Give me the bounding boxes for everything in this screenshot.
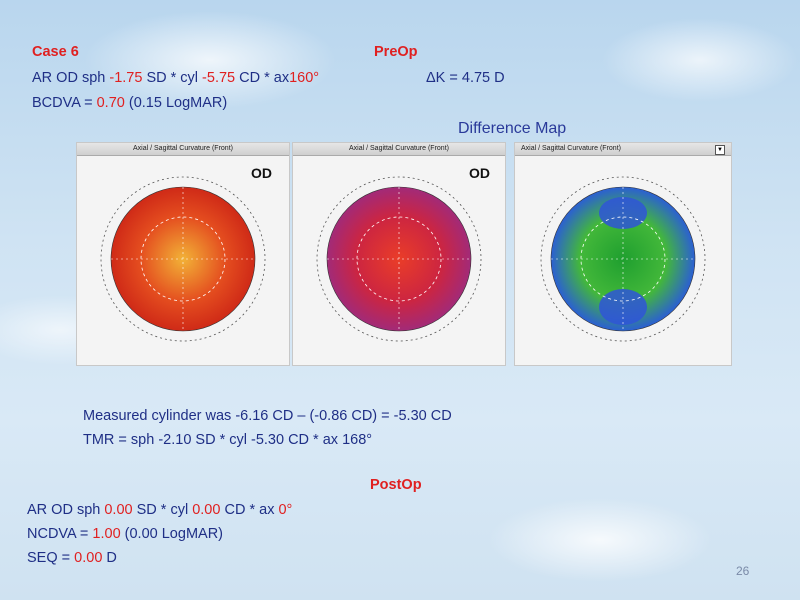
eye-label: OD <box>469 165 490 181</box>
bcdva-suffix: (0.15 LogMAR) <box>124 95 228 111</box>
seq-suffix: D <box>102 550 117 566</box>
preop-cyl: -5.75 <box>202 70 236 86</box>
seq: SEQ = 0.00 D <box>27 550 117 566</box>
measured-cylinder: Measured cylinder was -6.16 CD – (-0.86 … <box>83 408 452 424</box>
preop-sph: -1.75 <box>109 70 143 86</box>
preop-axis: 160° <box>289 70 320 86</box>
postop-sd-text: SD * cyl <box>132 502 193 518</box>
outer-ring <box>100 176 266 342</box>
topography-map-difference: Axial / Sagittal Curvature (Front) ▼ <box>514 142 732 366</box>
bcdva-prefix: BCDVA = <box>32 95 97 111</box>
dropdown-arrow-icon[interactable]: ▼ <box>715 145 725 155</box>
postop-refraction: AR OD sph 0.00 SD * cyl 0.00 CD * ax 0° <box>27 502 292 518</box>
ncdva: NCDVA = 1.00 (0.00 LogMAR) <box>27 526 223 542</box>
postop-refraction-prefix: AR OD sph <box>27 502 105 518</box>
seq-value: 0.00 <box>74 550 103 566</box>
outer-ring <box>316 176 482 342</box>
corneal-map-2 <box>316 176 482 342</box>
ncdva-prefix: NCDVA = <box>27 526 93 542</box>
corneal-map-1 <box>100 176 266 342</box>
delta-k: ΔK = 4.75 D <box>426 70 505 86</box>
seq-prefix: SEQ = <box>27 550 75 566</box>
case-label: Case 6 <box>32 44 79 60</box>
inner-ring <box>580 216 666 302</box>
preop-refraction-prefix: AR OD sph <box>32 70 110 86</box>
postop-cyl: 0.00 <box>192 502 221 518</box>
map-header: Axial / Sagittal Curvature (Front) <box>293 143 505 156</box>
corneal-map-3 <box>540 176 706 342</box>
outer-ring <box>540 176 706 342</box>
postop-sph: 0.00 <box>104 502 133 518</box>
ncdva-value: 1.00 <box>92 526 121 542</box>
page-number: 26 <box>736 564 750 578</box>
preop-cd-text: CD * ax <box>235 70 290 86</box>
inner-ring <box>140 216 226 302</box>
postop-title: PostOp <box>370 477 422 493</box>
difference-map-label: Difference Map <box>458 120 567 137</box>
topography-map-postop: Axial / Sagittal Curvature (Front) OD <box>292 142 506 366</box>
ncdva-suffix: (0.00 LogMAR) <box>120 526 223 542</box>
tmr-line: TMR = sph -2.10 SD * cyl -5.30 CD * ax 1… <box>83 432 373 448</box>
preop-title: PreOp <box>374 44 418 60</box>
postop-cd-text: CD * ax <box>220 502 279 518</box>
bcdva-value: 0.70 <box>96 95 125 111</box>
inner-ring <box>356 216 442 302</box>
eye-label: OD <box>251 165 272 181</box>
postop-axis: 0° <box>278 502 293 518</box>
topography-map-preop: Axial / Sagittal Curvature (Front) OD <box>76 142 290 366</box>
preop-sd-text: SD * cyl <box>142 70 203 86</box>
map-header: Axial / Sagittal Curvature (Front) <box>515 143 731 156</box>
map-header: Axial / Sagittal Curvature (Front) <box>77 143 289 156</box>
preop-refraction: AR OD sph -1.75 SD * cyl -5.75 CD * ax16… <box>32 70 319 86</box>
bcdva: BCDVA = 0.70 (0.15 LogMAR) <box>32 95 227 111</box>
